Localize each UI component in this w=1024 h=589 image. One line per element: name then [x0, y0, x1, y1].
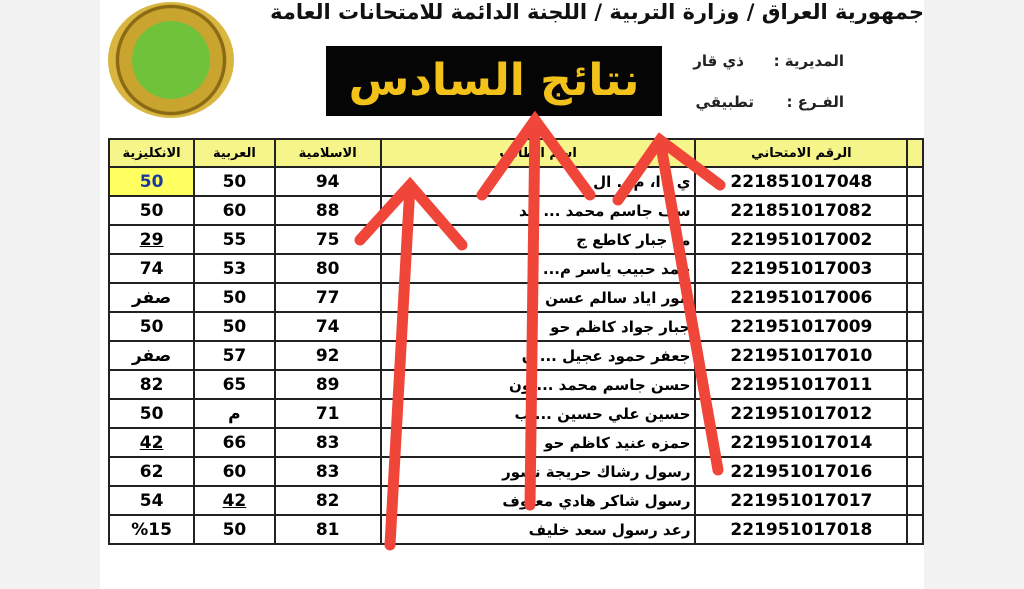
branch-value: تطبيقي [695, 93, 754, 111]
arrow-3 [612, 132, 726, 476]
extra-cell [906, 369, 924, 400]
english-grade-cell: 82 [107, 369, 196, 400]
english-grade-cell: 50 [107, 311, 196, 342]
document-title: جمهورية العراق / وزارة التربية / اللجنة … [270, 0, 924, 24]
exam-number-cell: 221951017009 [694, 311, 909, 342]
col-header-exam-number: الرقم الامتحاني [694, 138, 909, 168]
table-row: 221951017010 جعفر حمود عجيل ... ن 92 57 صفر [107, 340, 924, 371]
table-row: 221951017012 حسين علي حسين ... ب 71 م 50 [107, 398, 924, 429]
islamic-grade-cell: 94 [273, 166, 382, 197]
islamic-grade-cell: 81 [273, 514, 382, 545]
exam-number-cell: 221951017006 [694, 282, 909, 313]
exam-number-cell: 221951017002 [694, 224, 909, 255]
table-row: 221951017014 حمزه عنيد كاظم حو 83 66 42 [107, 427, 924, 458]
exam-number-cell: 221951017012 [694, 398, 909, 429]
exam-number-cell: 221951017003 [694, 253, 909, 284]
extra-cell [906, 253, 924, 284]
english-grade-cell: 50 [107, 398, 196, 429]
arabic-grade-cell: 60 [193, 456, 276, 487]
english-grade-cell: 42 [107, 427, 196, 458]
ministry-logo [108, 2, 234, 118]
islamic-grade-cell: 80 [273, 253, 382, 284]
english-grade-cell: 62 [107, 456, 196, 487]
directorate-value: ذي قار [693, 52, 744, 70]
col-header-islamic: الاسلامية [273, 138, 382, 168]
islamic-grade-cell: 77 [273, 282, 382, 313]
extra-cell [906, 398, 924, 429]
arabic-grade-cell: 50 [193, 166, 276, 197]
arabic-grade-cell: 66 [193, 427, 276, 458]
student-name-cell: جعفر حمود عجيل ... ن [379, 340, 697, 371]
english-grade-cell: 50 [107, 195, 196, 226]
right-margin [924, 0, 1024, 589]
extra-cell [906, 456, 924, 487]
exam-number-cell: 221951017018 [694, 514, 909, 545]
islamic-grade-cell: 83 [273, 456, 382, 487]
exam-number-cell: 221951017014 [694, 427, 909, 458]
extra-cell [906, 166, 924, 197]
student-name-cell: رسول شاكر هادي معيوف [379, 485, 697, 516]
islamic-grade-cell: 74 [273, 311, 382, 342]
left-margin [0, 0, 100, 589]
branch-label: الفـرع : [786, 93, 845, 111]
student-name-cell: حسين علي حسين ... ب [379, 398, 697, 429]
islamic-grade-cell: 83 [273, 427, 382, 458]
islamic-grade-cell: 71 [273, 398, 382, 429]
student-name-cell: رسول رشاك حريجة نصور [379, 456, 697, 487]
extra-cell [906, 514, 924, 545]
english-grade-cell: 29 [107, 224, 196, 255]
arabic-grade-cell: م [193, 398, 276, 429]
table-row: 221951017016 رسول رشاك حريجة نصور 83 60 62 [107, 456, 924, 487]
extra-cell [906, 340, 924, 371]
english-grade-cell: 54 [107, 485, 196, 516]
exam-number-cell: 221951017010 [694, 340, 909, 371]
directorate-label: المديرية : [773, 52, 844, 70]
col-header-english: الانكليزية [107, 138, 196, 168]
islamic-grade-cell: 92 [273, 340, 382, 371]
table-row: 221951017009 جبار جواد كاظم حو 74 50 50 [107, 311, 924, 342]
table-row: 221951017018 رعد رسول سعد خليف 81 50 %15 [107, 514, 924, 545]
english-grade-cell: 50 [107, 166, 196, 197]
table-row: 221951017011 حسن جاسم محمد ... ون 89 65 82 [107, 369, 924, 400]
student-name-cell: حسن جاسم محمد ... ون [379, 369, 697, 400]
results-banner: نتائج السادس [326, 46, 662, 116]
arrow-2 [476, 110, 596, 511]
arabic-grade-cell: 55 [193, 224, 276, 255]
arabic-grade-cell: 65 [193, 369, 276, 400]
table-row: 221951017017 رسول شاكر هادي معيوف 82 42 54 [107, 485, 924, 516]
english-grade-cell: %15 [107, 514, 196, 545]
arabic-grade-cell: 60 [193, 195, 276, 226]
exam-number-cell: 221951017017 [694, 485, 909, 516]
exam-number-cell: 221851017048 [694, 166, 909, 197]
student-name-cell: رعد رسول سعد خليف [379, 514, 697, 545]
student-name-cell: حمزه عنيد كاظم حو [379, 427, 697, 458]
extra-cell [906, 485, 924, 516]
extra-cell [906, 224, 924, 255]
col-header-arabic: العربية [193, 138, 276, 168]
arabic-grade-cell: 53 [193, 253, 276, 284]
islamic-grade-cell: 88 [273, 195, 382, 226]
table-row: 221951017006 انور اياد سالم عسن 77 50 صفر [107, 282, 924, 313]
exam-number-cell: 221951017016 [694, 456, 909, 487]
arabic-grade-cell: 50 [193, 311, 276, 342]
english-grade-cell: 74 [107, 253, 196, 284]
exam-number-cell: 221951017011 [694, 369, 909, 400]
english-grade-cell: صفر [107, 340, 196, 371]
extra-cell [906, 195, 924, 226]
col-header-extra [906, 138, 924, 168]
student-name-cell: جبار جواد كاظم حو [379, 311, 697, 342]
extra-cell [906, 282, 924, 313]
arabic-grade-cell: 50 [193, 282, 276, 313]
arrow-1 [354, 176, 468, 551]
english-grade-cell: صفر [107, 282, 196, 313]
arabic-grade-cell: 57 [193, 340, 276, 371]
islamic-grade-cell: 89 [273, 369, 382, 400]
extra-cell [906, 427, 924, 458]
extra-cell [906, 311, 924, 342]
islamic-grade-cell: 82 [273, 485, 382, 516]
exam-number-cell: 221851017082 [694, 195, 909, 226]
arabic-grade-cell: 50 [193, 514, 276, 545]
arabic-grade-cell: 42 [193, 485, 276, 516]
